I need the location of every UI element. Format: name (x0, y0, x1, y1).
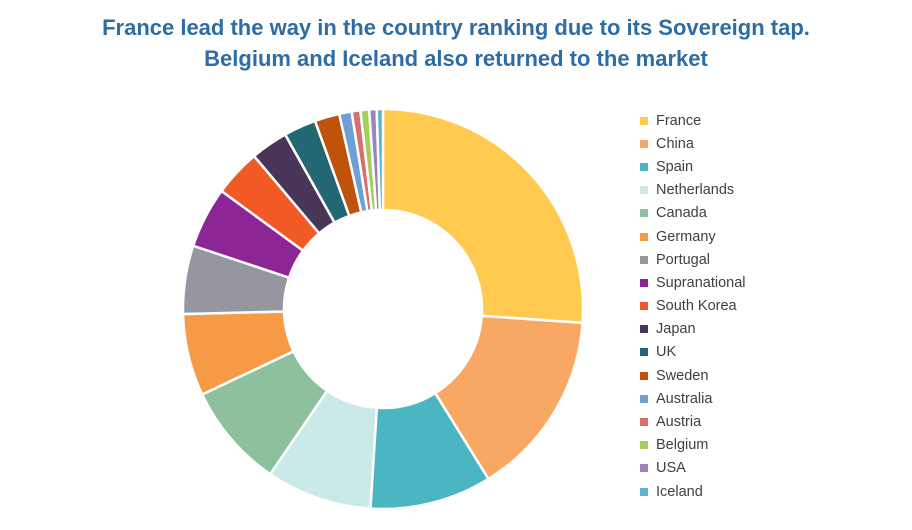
legend-item-austria: Austria (640, 410, 746, 433)
legend-item-uk: UK (640, 341, 746, 364)
legend-label: Portugal (656, 251, 711, 268)
legend-item-iceland: Iceland (640, 480, 746, 503)
legend-swatch (640, 487, 648, 496)
legend-item-germany: Germany (640, 225, 746, 248)
legend-swatch (640, 116, 648, 125)
legend-swatch (640, 302, 648, 311)
legend-swatch (640, 371, 648, 380)
legend-item-netherlands: Netherlands (640, 179, 746, 202)
legend-item-supranational: Supranational (640, 271, 746, 294)
legend-swatch (640, 441, 648, 450)
donut-slices (181, 107, 585, 511)
legend-label: Australia (656, 390, 713, 407)
chart-title: France lead the way in the country ranki… (0, 12, 912, 74)
legend-swatch (640, 209, 648, 218)
legend-item-south-korea: South Korea (640, 295, 746, 318)
legend-item-usa: USA (640, 457, 746, 480)
legend-swatch (640, 325, 648, 334)
legend-label: Iceland (656, 483, 703, 500)
legend-label: South Korea (656, 298, 737, 315)
slice-france (381, 107, 585, 325)
legend-label: China (656, 135, 694, 152)
chart-legend: France China Spain Netherlands Canada Germany… (640, 109, 746, 503)
legend-label: USA (656, 460, 686, 477)
legend-item-australia: Australia (640, 387, 746, 410)
legend-label: Austria (656, 414, 702, 431)
legend-swatch (640, 394, 648, 403)
slice-iceland (375, 107, 385, 212)
legend-swatch (640, 186, 648, 195)
legend-label: Spain (656, 158, 694, 175)
legend-swatch (640, 162, 648, 171)
legend-label: Belgium (656, 437, 709, 454)
chart-title-line-1: France lead the way in the country ranki… (102, 15, 810, 40)
legend-item-canada: Canada (640, 202, 746, 225)
legend-item-japan: Japan (640, 318, 746, 341)
legend-swatch (640, 464, 648, 473)
legend-label: Germany (656, 228, 716, 245)
legend-label: France (656, 112, 702, 129)
legend-swatch (640, 278, 648, 287)
chart-title-line-2: Belgium and Iceland also returned to the… (204, 46, 708, 71)
legend-swatch (640, 232, 648, 241)
legend-label: Canada (656, 205, 707, 222)
legend-label: Netherlands (656, 182, 735, 199)
slice-china (433, 314, 584, 481)
legend-swatch (640, 255, 648, 264)
legend-item-sweden: Sweden (640, 364, 746, 387)
legend-item-france: France (640, 109, 746, 132)
legend-item-belgium: Belgium (640, 434, 746, 457)
legend-item-china: China (640, 132, 746, 155)
legend-item-portugal: Portugal (640, 248, 746, 271)
legend-label: Supranational (656, 274, 746, 291)
legend-label: Japan (656, 321, 696, 338)
legend-swatch (640, 418, 648, 427)
legend-swatch (640, 139, 648, 148)
legend-label: UK (656, 344, 677, 361)
legend-item-spain: Spain (640, 155, 746, 178)
legend-label: Sweden (656, 367, 709, 384)
legend-swatch (640, 348, 648, 357)
